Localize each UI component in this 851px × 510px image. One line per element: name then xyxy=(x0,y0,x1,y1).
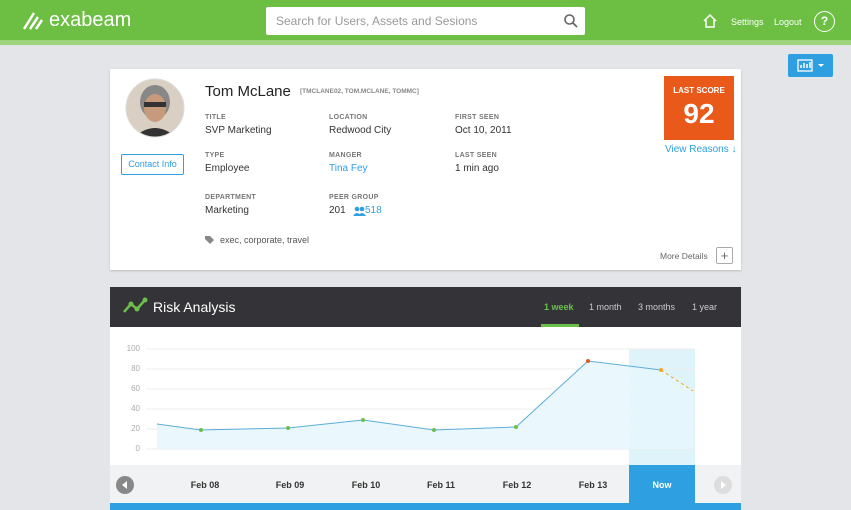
next-button[interactable] xyxy=(714,476,732,494)
point xyxy=(361,418,365,422)
home-icon[interactable] xyxy=(702,13,718,29)
view-reasons-link[interactable]: View Reasons ↓ xyxy=(665,144,737,155)
risk-title: Risk Analysis xyxy=(153,299,236,315)
line xyxy=(156,360,662,431)
field-value: SVP Marketing xyxy=(205,125,272,136)
field-value[interactable]: Tina Fey xyxy=(329,163,368,174)
contact-button[interactable]: Contact Info xyxy=(121,154,184,175)
logout-link[interactable]: Logout xyxy=(774,17,802,27)
tab-underline xyxy=(541,324,579,327)
timeline-label[interactable]: Feb 10 xyxy=(351,480,381,490)
y-tick-label: 60 xyxy=(131,384,140,393)
score-value: 92 xyxy=(683,98,715,129)
search-placeholder: Search for Users, Assets and Sesions xyxy=(276,14,478,28)
point xyxy=(586,359,590,363)
field-label: LOCATION xyxy=(329,114,368,121)
timeline-label[interactable]: Feb 12 xyxy=(502,480,532,490)
settings-link[interactable]: Settings xyxy=(731,17,764,27)
risk-header xyxy=(110,287,741,327)
field-label: MANGER xyxy=(329,152,362,159)
range-tab[interactable]: 1 year xyxy=(692,302,718,312)
logo-icon xyxy=(22,12,44,30)
user-aliases: [TMCLANE02, TOM.MCLANE, TOMMC] xyxy=(300,88,419,95)
tag-icon xyxy=(205,236,214,244)
peer-icon xyxy=(353,206,366,218)
point xyxy=(432,428,436,432)
timeline-track xyxy=(110,503,741,510)
field-value: 201 xyxy=(329,205,346,216)
y-tick-label: 0 xyxy=(136,444,141,453)
risk-chart: 0 20 40 60 80 100 xyxy=(127,344,695,465)
field-value: Oct 10, 2011 xyxy=(455,125,512,136)
user-name: Tom McLane xyxy=(205,83,291,100)
more-details-button[interactable]: + xyxy=(716,247,733,264)
score-box xyxy=(664,76,734,140)
point xyxy=(659,368,663,372)
field-value: Marketing xyxy=(205,205,249,216)
field-label: DEPARTMENT xyxy=(205,194,257,201)
timeline-label[interactable]: Feb 08 xyxy=(190,480,220,490)
field-label: FIRST SEEN xyxy=(455,114,500,121)
search-icon[interactable] xyxy=(563,13,579,29)
point xyxy=(199,428,203,432)
field-label: TITLE xyxy=(205,114,226,121)
prev-button[interactable] xyxy=(116,476,134,494)
area xyxy=(157,361,693,449)
timeline-label[interactable]: Now xyxy=(652,480,672,490)
timeline-label[interactable]: Feb 13 xyxy=(578,480,608,490)
now-highlight xyxy=(629,465,695,503)
logo[interactable]: exabeam xyxy=(49,9,132,31)
peer-count[interactable]: 518 xyxy=(365,205,382,216)
y-tick-label: 20 xyxy=(131,424,140,433)
chart-menu-button[interactable] xyxy=(788,54,833,77)
field-value: Redwood City xyxy=(329,125,392,136)
search-box[interactable] xyxy=(266,7,585,35)
tags: exec, corporate, travel xyxy=(220,235,310,245)
score-label: LAST SCORE xyxy=(673,86,725,95)
range-tab[interactable]: 3 months xyxy=(638,302,676,312)
timeline-label[interactable]: Feb 09 xyxy=(275,480,305,490)
field-value: Employee xyxy=(205,163,250,174)
range-tab[interactable]: 1 month xyxy=(589,302,622,312)
help-button[interactable]: ? xyxy=(814,11,835,32)
field-label: TYPE xyxy=(205,152,225,159)
y-tick-label: 80 xyxy=(131,364,140,373)
point xyxy=(286,426,290,430)
y-tick-label: 40 xyxy=(131,404,140,413)
field-label: LAST SEEN xyxy=(455,152,497,159)
more-details-link[interactable]: More Details xyxy=(660,251,708,261)
top-stripe xyxy=(0,40,851,45)
y-tick-label: 100 xyxy=(127,344,141,353)
point xyxy=(514,425,518,429)
timeline-label[interactable]: Feb 11 xyxy=(426,480,455,490)
risk-icon xyxy=(123,297,148,313)
field-label: PEER GROUP xyxy=(329,194,379,201)
field-value: 1 min ago xyxy=(455,163,499,174)
projection-line xyxy=(660,369,694,392)
avatar xyxy=(125,78,185,138)
range-tab[interactable]: 1 week xyxy=(544,302,574,312)
profile-card xyxy=(110,69,741,270)
